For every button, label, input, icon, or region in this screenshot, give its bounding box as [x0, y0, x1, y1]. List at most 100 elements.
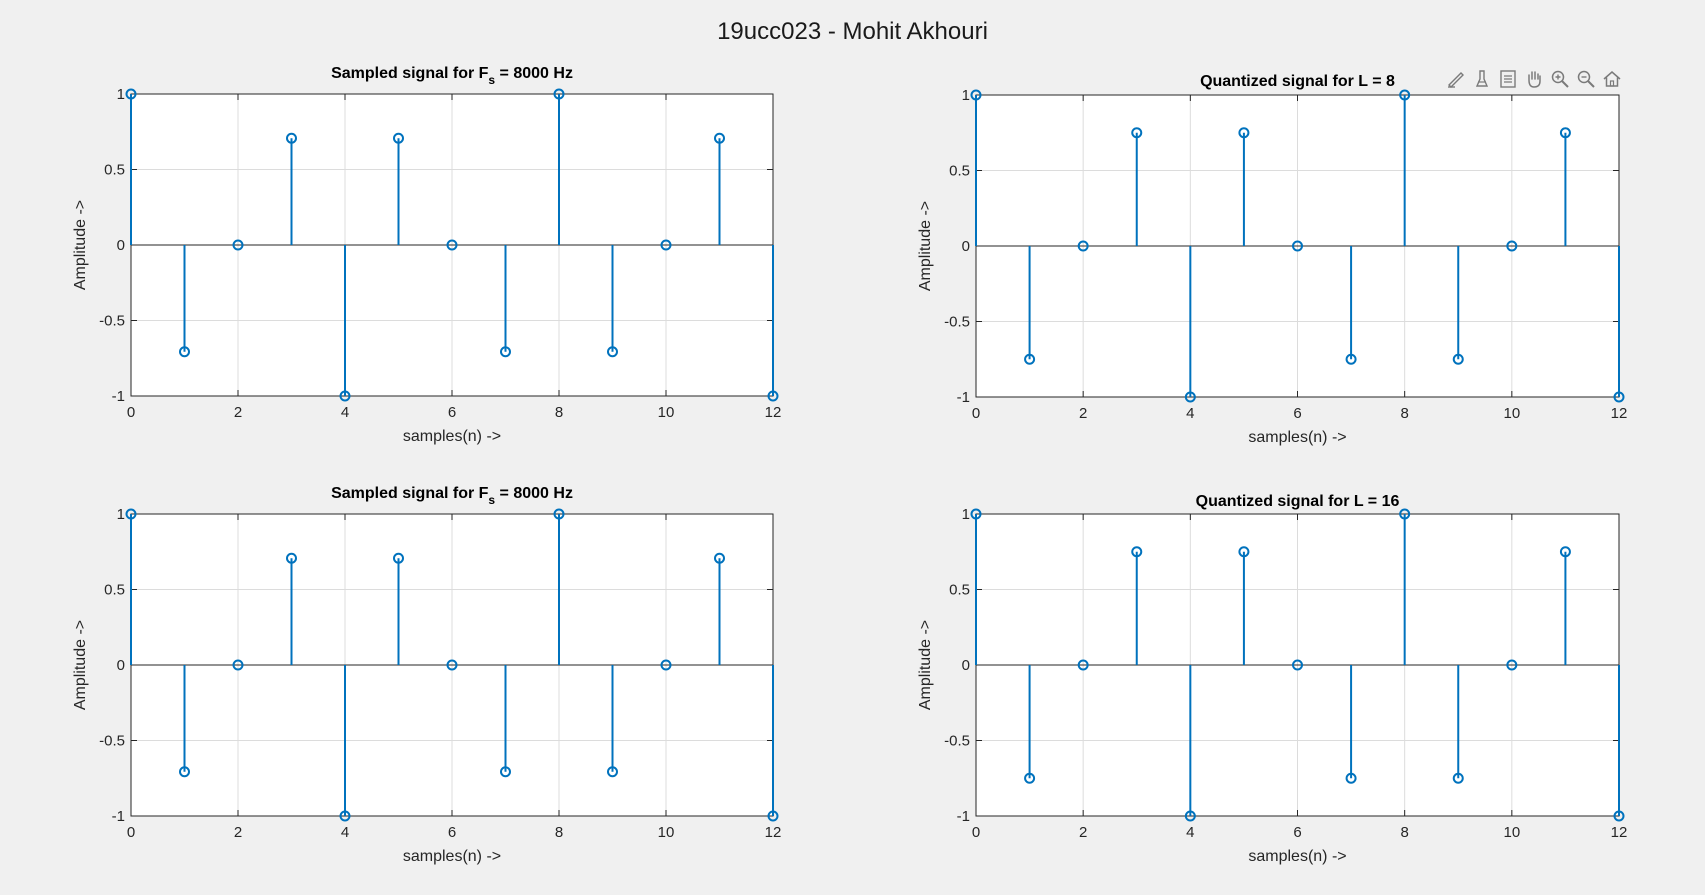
stem-marker [1452, 353, 1464, 365]
x-tick-label: 6 [448, 404, 456, 421]
y-tick-label: 0 [117, 657, 125, 674]
x-tick-label: 10 [658, 404, 675, 421]
y-tick-label: 0.5 [949, 163, 970, 180]
stem-marker [1184, 810, 1196, 822]
legend-icon[interactable] [1497, 68, 1519, 90]
stem-marker [1024, 772, 1036, 784]
subplot-top-left: 0 2 4 6 8 10 12 -1 -0.5 0 0.5 1 Sampled signal for F… [72, 65, 781, 445]
x-tick-label: 4 [341, 824, 349, 841]
y-tick-label: 0 [962, 657, 970, 674]
plot-title-main: Quantized signal for L = 16 [1196, 493, 1400, 510]
x-tick-label: 12 [1611, 405, 1628, 422]
stem-marker [500, 346, 511, 358]
zoom-in-icon[interactable] [1549, 68, 1571, 90]
y-tick-label: 1 [962, 87, 970, 104]
stem-marker [1399, 89, 1411, 101]
x-tick-label: 0 [972, 824, 980, 841]
stem-marker [1077, 240, 1089, 252]
stem-marker [767, 390, 779, 402]
y-tick-label: -1 [957, 389, 970, 406]
plot-title-main: Quantized signal for L = 8 [1200, 73, 1395, 90]
plot-title: Sampled signal for Fs = 8000 Hz [331, 65, 573, 87]
stem-marker [393, 132, 404, 144]
plot-title-subscript: s [488, 73, 495, 87]
x-tick-label: 8 [555, 824, 563, 841]
stem-marker [286, 552, 297, 564]
x-tick-label: 4 [1186, 824, 1194, 841]
plot-title: Sampled signal for Fs = 8000 Hz [331, 485, 573, 507]
pan-hand-icon[interactable] [1523, 68, 1545, 90]
plot-title-suffix: = 8000 Hz [495, 65, 573, 82]
y-tick-label: -1 [957, 808, 970, 825]
plot-title-main: Sampled signal for F [331, 65, 489, 82]
x-tick-label: 0 [972, 405, 980, 422]
x-tick-label: 2 [1079, 824, 1087, 841]
stem-marker [1559, 127, 1571, 139]
data-tips-icon[interactable] [1471, 68, 1493, 90]
y-tick-label: 0 [117, 237, 125, 254]
x-tick-label: 2 [234, 824, 242, 841]
stem-marker [714, 552, 725, 564]
y-tick-label: 0.5 [104, 162, 125, 179]
y-axis-label: Amplitude -> [72, 620, 89, 710]
stem-marker [1345, 772, 1357, 784]
x-tick-label: 4 [1186, 405, 1194, 422]
x-axis-label: samples(n) -> [403, 428, 501, 445]
x-axis-label: samples(n) -> [1248, 429, 1346, 446]
stem-marker [660, 239, 672, 251]
stem-marker [339, 390, 351, 402]
zoom-out-icon[interactable] [1575, 68, 1597, 90]
stem-marker [1399, 508, 1411, 520]
subplot-bottom-left: 0 2 4 6 8 10 12 -1 -0.5 0 0.5 1 Sampled signal for F… [72, 485, 781, 865]
x-tick-label: 2 [1079, 405, 1087, 422]
stem-marker [1506, 240, 1518, 252]
x-tick-label: 4 [341, 404, 349, 421]
stem-marker [1292, 659, 1303, 671]
stem-marker [1345, 353, 1357, 365]
stem-marker [232, 659, 244, 671]
y-tick-label: -0.5 [99, 733, 125, 750]
stem-marker [500, 766, 511, 778]
x-tick-label: 6 [448, 824, 456, 841]
stem-marker [125, 508, 137, 520]
y-tick-label: 0.5 [104, 582, 125, 599]
stem-marker [660, 659, 672, 671]
y-tick-label: -1 [112, 808, 125, 825]
stem-marker [970, 89, 982, 101]
y-tick-label: 1 [962, 506, 970, 523]
stem-marker [1131, 127, 1143, 139]
stem-marker [1613, 810, 1625, 822]
stem-marker [553, 508, 565, 520]
x-tick-label: 8 [1400, 824, 1408, 841]
stem-marker [125, 88, 137, 100]
stem-marker [767, 810, 779, 822]
plot-title-main: Sampled signal for F [331, 485, 489, 502]
stem-marker [232, 239, 244, 251]
y-axis-label: Amplitude -> [72, 200, 89, 290]
x-tick-label: 12 [765, 824, 782, 841]
stem-marker [1238, 546, 1250, 558]
y-tick-label: -0.5 [99, 313, 125, 330]
y-tick-label: 1 [117, 86, 125, 103]
x-tick-label: 0 [127, 824, 135, 841]
stem-marker [393, 552, 404, 564]
stem-marker [714, 132, 725, 144]
brush-edit-icon[interactable] [1445, 68, 1467, 90]
plot-title-subscript: s [488, 493, 495, 507]
stem-marker [1613, 391, 1625, 403]
y-tick-label: 0.5 [949, 582, 970, 599]
y-tick-label: -1 [112, 388, 125, 405]
x-tick-label: 12 [765, 404, 782, 421]
home-restore-icon[interactable] [1601, 68, 1623, 90]
plot-title: Quantized signal for L = 16 [1196, 493, 1400, 510]
plot-title: Quantized signal for L = 8 [1200, 73, 1395, 90]
y-axis-label: Amplitude -> [917, 201, 934, 291]
x-tick-label: 8 [555, 404, 563, 421]
x-tick-label: 8 [1400, 405, 1408, 422]
x-axis-label: samples(n) -> [1248, 848, 1346, 865]
stem-marker [1077, 659, 1089, 671]
stem-marker [1559, 546, 1571, 558]
y-tick-label: -0.5 [944, 733, 970, 750]
